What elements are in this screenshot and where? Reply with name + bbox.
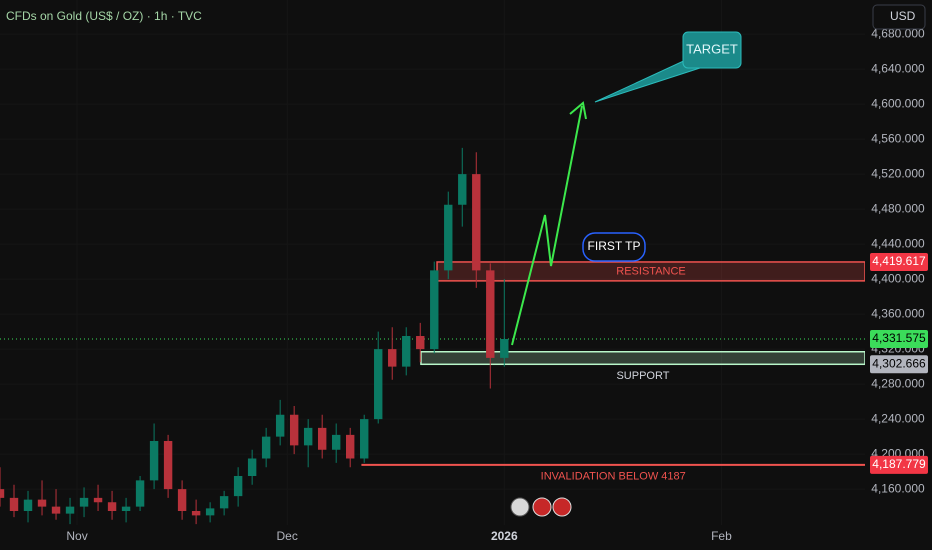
candle-body xyxy=(37,499,47,507)
candle-body xyxy=(402,336,411,367)
y-tick-label: 4,360.000 xyxy=(871,306,925,320)
candle-body xyxy=(219,496,229,509)
candle-body xyxy=(472,174,481,271)
candle-body xyxy=(23,499,33,511)
event-icons xyxy=(510,497,572,517)
candle-body xyxy=(346,434,355,459)
candle-body xyxy=(247,458,257,476)
candle-body xyxy=(458,174,467,205)
price-tag-label: 4,419.617 xyxy=(872,254,926,268)
y-tick-label: 4,240.000 xyxy=(871,411,925,425)
candle-body xyxy=(303,427,313,446)
first-tp-label: FIRST TP xyxy=(588,239,641,253)
candle-body xyxy=(233,476,243,497)
x-tick-label: Nov xyxy=(66,529,87,543)
projection-arrow xyxy=(511,105,583,346)
price-tag-label: 4,187.779 xyxy=(872,457,926,471)
candle-body xyxy=(65,506,75,514)
y-tick-label: 4,440.000 xyxy=(871,236,925,250)
price-tag xyxy=(870,252,928,271)
candle-body xyxy=(317,427,327,450)
target-box xyxy=(682,31,742,69)
candle-body xyxy=(205,508,215,516)
y-tick-label: 4,600.000 xyxy=(871,96,925,110)
currency-button[interactable] xyxy=(872,4,926,30)
candle-body xyxy=(261,436,271,459)
event-icon xyxy=(510,497,530,517)
candle-body xyxy=(374,349,383,420)
y-tick-label: 4,560.000 xyxy=(871,131,925,145)
event-icon xyxy=(552,497,572,517)
candle-body xyxy=(416,336,425,350)
candle-body xyxy=(79,497,89,507)
axis-layer: 4,160.0004,200.0004,240.0004,280.0004,32… xyxy=(66,26,928,543)
y-tick-label: 4,280.000 xyxy=(871,376,925,390)
level-label: INVALIDATION BELOW 4187 xyxy=(541,471,686,483)
price-tag xyxy=(870,455,928,474)
y-tick-label: 4,520.000 xyxy=(871,166,925,180)
x-tick-label: 2026 xyxy=(491,529,518,543)
candle-body xyxy=(275,414,285,437)
candle-body xyxy=(500,338,509,358)
candle-body xyxy=(388,349,397,367)
candle-layer xyxy=(0,147,509,525)
candle-body xyxy=(444,204,453,271)
candle-body xyxy=(486,270,495,358)
first-tp-box xyxy=(582,232,646,262)
price-tag xyxy=(870,355,928,374)
y-tick-label: 4,640.000 xyxy=(871,61,925,75)
time-axis xyxy=(0,525,865,550)
drawing-layer: TARGET FIRST TP xyxy=(510,31,742,517)
x-tick-label: Feb xyxy=(711,529,732,543)
candle-body xyxy=(149,441,159,481)
candle-body xyxy=(163,441,173,490)
y-tick-label: 4,680.000 xyxy=(871,26,925,40)
event-icon xyxy=(532,497,552,517)
candle-body xyxy=(107,502,117,511)
arrow-head xyxy=(569,101,587,120)
candle-body xyxy=(289,414,299,446)
candle-body xyxy=(430,270,439,350)
x-tick-label: Dec xyxy=(276,529,297,543)
y-tick-label: 4,480.000 xyxy=(871,201,925,215)
currency-label[interactable]: USD xyxy=(890,9,916,23)
candle-body xyxy=(177,489,187,511)
candle-body xyxy=(121,506,131,511)
candle-body xyxy=(0,489,5,498)
target-label: TARGET xyxy=(686,41,738,56)
price-tag-label: 4,302.666 xyxy=(872,356,926,370)
candle-body xyxy=(9,497,19,511)
chart-title: CFDs on Gold (US$ / OZ) · 1h · TVC xyxy=(6,9,202,23)
zone-label: SUPPORT xyxy=(616,370,669,382)
grid-layer xyxy=(0,0,865,525)
candle-body xyxy=(360,419,369,459)
zone-label: RESISTANCE xyxy=(616,265,685,277)
candle-body xyxy=(135,480,145,507)
candle-body xyxy=(331,434,341,450)
y-tick-label: 4,160.000 xyxy=(871,481,925,495)
price-tag-label: 4,331.575 xyxy=(872,331,926,345)
y-tick-label: 4,400.000 xyxy=(871,271,925,285)
price-tag xyxy=(870,329,928,348)
candle-body xyxy=(93,497,103,503)
candle-body xyxy=(191,511,201,516)
candle-body xyxy=(51,506,61,514)
